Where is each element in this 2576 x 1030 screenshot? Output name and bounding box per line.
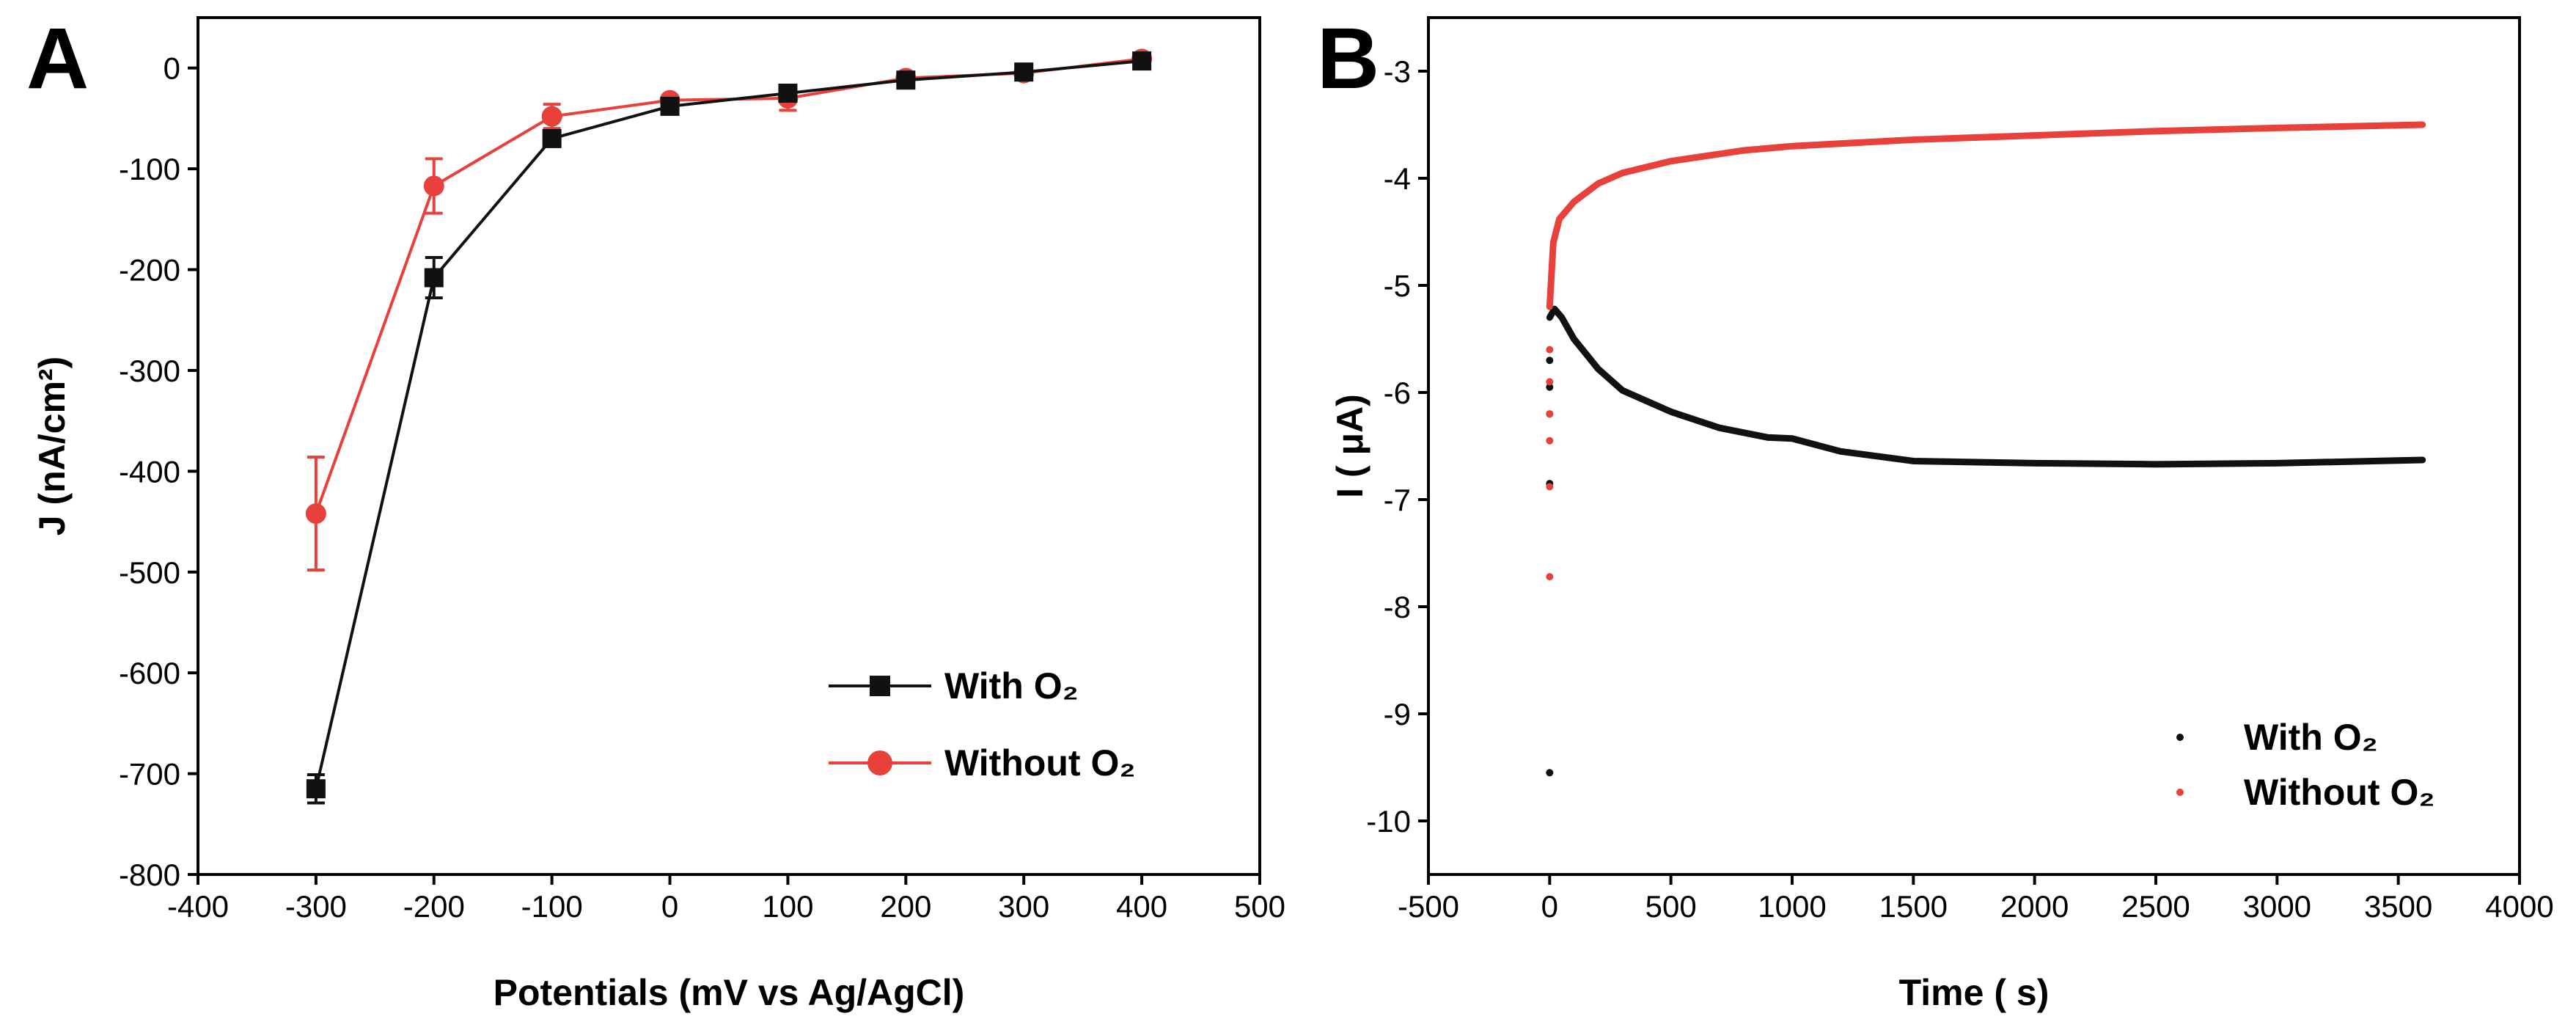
data-point-with-o2	[542, 128, 562, 148]
panel-a-x-tick-label: -300	[285, 889, 347, 924]
panel-a-y-tick-label: -700	[119, 757, 180, 792]
panel-a-legend: With O₂ Without O₂	[829, 665, 1136, 784]
panel-a-y-axis-title: J (nA/cm²)	[32, 357, 73, 536]
panel-b-y-axis-title: I ( μA)	[1329, 394, 1370, 498]
panel-a-x-tick-label: 400	[1116, 889, 1167, 924]
panel-a-x-tick-label: -100	[521, 889, 583, 924]
panel-b-x-tick-label: 4000	[2485, 889, 2553, 924]
panel-a-ticks: -400 -300 -200 -100 0 100 200 300 400 500 -800 -700…	[119, 51, 1285, 924]
panel-b-x-tick-label: 2500	[2121, 889, 2190, 924]
panel-b-point-without	[1546, 573, 1554, 581]
panel-b-y-tick-label: -5	[1384, 269, 1411, 303]
panel-a-x-tick-label: 100	[762, 889, 813, 924]
panel-b-point-with	[1546, 383, 1554, 391]
panel-a-y-tick-label: -800	[119, 858, 180, 892]
panel-a-frame	[197, 16, 1261, 876]
panel-a-y-tick-label: -200	[119, 253, 180, 288]
panel-b-x-tick-label: 2000	[2000, 889, 2069, 924]
panel-b-trace-with	[1546, 305, 2426, 468]
panel-b-point-without	[1546, 483, 1554, 491]
legend-b-without-marker	[2176, 789, 2184, 796]
data-point-with-o2	[1132, 51, 1152, 71]
legend-a-without-label: Without O₂	[944, 742, 1136, 784]
panel-a-y-tick-label: -500	[119, 555, 180, 590]
panel-b-x-tick-label: -500	[1398, 889, 1459, 924]
panel-a-x-axis-title: Potentials (mV vs Ag/AgCl)	[493, 972, 965, 1013]
panel-b-y-tick-label: -7	[1384, 483, 1411, 517]
panel-b-point-without	[1546, 410, 1554, 418]
data-point-with-o2	[896, 70, 916, 90]
panel-a-x-tick-label: 500	[1234, 889, 1285, 924]
panel-a-series-line-with	[314, 59, 1142, 789]
panel-a-y-tick-label: -600	[119, 656, 180, 690]
panel-a-x-tick-label: -400	[167, 889, 229, 924]
panel-a-x-tick-label: -200	[403, 889, 465, 924]
data-point-with-o2	[778, 84, 798, 103]
data-point-with-o2	[306, 779, 326, 799]
panel-b-x-axis-title: Time ( s)	[1899, 972, 2050, 1013]
panel-b-point-without	[1546, 378, 1554, 386]
data-point-with-o2	[1014, 62, 1034, 82]
panel-a-series	[305, 48, 1153, 805]
panel-b-frame	[1427, 16, 2521, 876]
panel-b-x-tick-label: 1000	[1758, 889, 1826, 924]
panel-a-x-tick-label: 300	[998, 889, 1049, 924]
panel-b-x-tick-label: 0	[1541, 889, 1558, 924]
panel-b-point-without	[1546, 346, 1554, 354]
legend-a-without-marker	[867, 750, 892, 775]
data-point-without-o2	[541, 106, 562, 127]
panel-b-series	[1546, 121, 2426, 777]
panel-b-y-tick-label: -9	[1384, 697, 1411, 731]
panel-a-y-tick-label: 0	[164, 51, 180, 86]
legend-a-with-label: With O₂	[944, 665, 1079, 706]
panel-a-label: A	[26, 10, 89, 107]
data-point-without-o2	[305, 503, 326, 525]
panel-b-trace-without	[1546, 121, 2426, 310]
panel-b-y-tick-label: -10	[1366, 804, 1411, 839]
panel-b-point-without	[1546, 437, 1554, 445]
panel-a: A -400 -300 -200 -100 0 100 200 300 400 500 -800 -7…	[26, 10, 1285, 1013]
data-point-without-o2	[423, 175, 444, 197]
legend-b-with-marker	[2176, 734, 2184, 741]
panel-b-label: B	[1317, 10, 1379, 107]
panel-b-point-with	[1546, 769, 1554, 777]
panel-b-y-tick-label: -3	[1384, 54, 1411, 89]
legend-b-with-label: With O₂	[2244, 717, 2378, 758]
legend-a-with-marker	[870, 676, 890, 696]
panel-a-y-tick-label: -300	[119, 354, 180, 388]
data-point-with-o2	[424, 268, 444, 288]
legend-b-without-label: Without O₂	[2244, 772, 2435, 813]
panel-a-x-tick-label: 200	[880, 889, 931, 924]
panel-b-x-tick-label: 500	[1645, 889, 1697, 924]
panel-b-x-tick-label: 1500	[1879, 889, 1948, 924]
panel-a-y-tick-label: -100	[119, 152, 180, 186]
panel-b-ticks: -500 0 500 1000 1500 2000 2500 3000 3500 4000 -10 -…	[1366, 54, 2553, 924]
panel-b-x-tick-label: 3500	[2364, 889, 2432, 924]
panel-b-y-tick-label: -8	[1384, 590, 1411, 624]
panel-a-y-tick-label: -400	[119, 454, 180, 489]
panel-b-y-tick-label: -6	[1384, 376, 1411, 410]
panel-b: B -500 0 500 1000 1500 2000 2500 3000 3500 4000 -1…	[1317, 10, 2554, 1013]
panel-a-x-tick-label: 0	[661, 889, 678, 924]
panel-b-x-tick-label: 3000	[2243, 889, 2311, 924]
panel-b-point-with	[1546, 357, 1554, 365]
data-point-with-o2	[660, 96, 680, 116]
panel-b-y-tick-label: -4	[1384, 161, 1411, 196]
panel-b-legend: With O₂ Without O₂	[2176, 717, 2435, 813]
